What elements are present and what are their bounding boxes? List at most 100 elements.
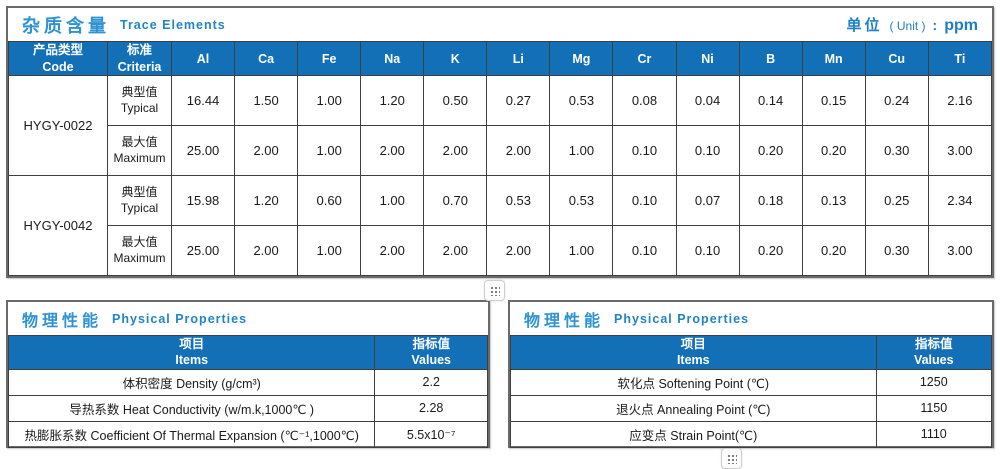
trace-value-cell: 1.00 (360, 175, 425, 226)
trace-value-cell: 0.24 (864, 75, 929, 126)
trace-value-cell: 0.07 (675, 175, 740, 226)
trace-value-cell: 2.16 (927, 75, 993, 126)
property-item: 应变点 Strain Point(℃) (510, 420, 877, 448)
col-header-values: 指标值 Values (374, 335, 488, 370)
phys-right-title-en: Physical Properties (614, 311, 750, 326)
trace-value-cell: 1.20 (234, 175, 299, 226)
property-value: 5.5x10⁻⁷ (374, 420, 488, 448)
trace-value-cell: 15.98 (170, 175, 236, 226)
col-header-code: 产品类型 Code (8, 41, 108, 76)
col-header-values-en: Values (913, 353, 954, 368)
trace-value-cell: 0.15 (801, 75, 866, 126)
property-value: 1150 (875, 394, 993, 422)
trace-header-row: 产品类型 Code 标准 Criteria Al Ca Fe Na K Li Mg Cr Ni B… (8, 41, 993, 76)
trace-value-cell: 0.20 (738, 125, 803, 176)
element-header: Ti (927, 41, 993, 76)
criteria-cell: 典型值 Typical (107, 175, 172, 226)
criteria-cell: 最大值 Maximum (107, 225, 172, 276)
trace-value-cell: 3.00 (927, 225, 993, 276)
trace-value-cell: 0.08 (612, 75, 677, 126)
element-header: Na (360, 41, 425, 76)
drag-handle-icon[interactable] (484, 280, 505, 301)
trace-value-cell: 2.00 (360, 225, 425, 276)
trace-value-cell: 25.00 (170, 225, 236, 276)
trace-value-cell: 0.04 (675, 75, 740, 126)
criteria-en: Typical (120, 100, 159, 115)
trace-value-cell: 2.00 (486, 225, 551, 276)
element-header: K (423, 41, 488, 76)
table-row: 应变点 Strain Point(℃) 1110 (510, 420, 993, 448)
element-header: Cr (612, 41, 677, 76)
trace-value-cell: 1.50 (234, 75, 299, 126)
trace-value-cell: 0.30 (864, 225, 929, 276)
trace-value-cell: 0.20 (801, 125, 866, 176)
product-code-cell: HYGY-0022 (8, 75, 108, 176)
unit-label: 单位 ( Unit ) : ppm (847, 14, 978, 35)
unit-zh: 单位 (846, 17, 883, 34)
trace-value-cell: 2.00 (360, 125, 425, 176)
trace-value-cell: 1.00 (549, 225, 614, 276)
trace-value-cell: 0.53 (549, 175, 614, 226)
phys-right-title-zh: 物理性能 (524, 312, 605, 330)
trace-value-cell: 2.00 (486, 125, 551, 176)
trace-title-zh: 杂质含量 (22, 15, 110, 36)
col-header-criteria: 标准 Criteria (107, 41, 172, 76)
trace-value-cell: 0.25 (864, 175, 929, 226)
col-header-items: 项目 Items (7, 335, 376, 370)
phys-left-header-row: 项目 Items 指标值 Values (7, 335, 488, 370)
trace-value-cell: 2.00 (234, 125, 299, 176)
trace-value-cell: 1.00 (549, 125, 614, 176)
trace-value-cell: 0.70 (423, 175, 488, 226)
drag-handle-icon[interactable] (721, 448, 742, 469)
col-header-items: 项目 Items (510, 335, 877, 370)
element-header: Li (486, 41, 551, 76)
phys-right-title-bar: 物理性能 Physical Properties (510, 302, 992, 335)
element-header: Cu (864, 41, 929, 76)
product-code-cell: HYGY-0042 (8, 175, 108, 276)
trace-title-bar: 杂质含量 Trace Elements 单位 ( Unit ) : ppm (8, 8, 992, 41)
trace-value-cell: 0.20 (738, 225, 803, 276)
criteria-en: Maximum (113, 250, 166, 265)
criteria-zh: 最大值 (121, 234, 158, 249)
unit-colon: : (932, 17, 938, 33)
element-header: Al (170, 41, 236, 76)
criteria-zh: 最大值 (121, 134, 158, 149)
trace-elements-section: 杂质含量 Trace Elements 单位 ( Unit ) : ppm 产品… (6, 6, 994, 278)
table-row: 体积密度 Density (g/cm³) 2.2 (7, 368, 488, 396)
trace-elements-table: 产品类型 Code 标准 Criteria Al Ca Fe Na K Li Mg Cr Ni B… (8, 41, 993, 276)
table-row: 退火点 Annealing Point (℃) 1150 (510, 394, 993, 422)
trace-value-cell: 0.10 (675, 125, 740, 176)
element-header: Fe (297, 41, 362, 76)
property-value: 2.2 (374, 368, 488, 396)
trace-value-cell: 1.00 (297, 75, 362, 126)
table-row: HYGY-0042 典型值 Typical 15.98 1.20 0.60 1.00 0… (8, 175, 993, 276)
element-header: B (738, 41, 803, 76)
physical-properties-right-table: 项目 Items 指标值 Values 软化点 Softening Point … (510, 335, 993, 448)
table-row: 热膨胀系数 Coefficient Of Thermal Expansion (… (7, 420, 488, 448)
col-header-values-en: Values (411, 353, 452, 368)
col-header-values-zh: 指标值 (915, 337, 953, 351)
phys-left-title-zh: 物理性能 (22, 312, 103, 330)
property-item: 导热系数 Heat Conductivity (w/m.k,1000℃ ) (7, 394, 376, 422)
col-header-items-zh: 项目 (680, 337, 706, 351)
grip-dots-icon (489, 285, 500, 296)
col-header-values-zh: 指标值 (412, 337, 450, 351)
trace-value-cell: 2.00 (423, 225, 488, 276)
trace-title-en: Trace Elements (120, 17, 226, 32)
table-row: 软化点 Softening Point (℃) 1250 (510, 368, 993, 396)
property-value: 1110 (875, 420, 993, 448)
criteria-cell: 典型值 Typical (107, 75, 172, 126)
trace-value-cell: 0.18 (738, 175, 803, 226)
trace-value-cell: 2.34 (927, 175, 993, 226)
unit-en: ( Unit ) (889, 19, 926, 33)
phys-left-title-bar: 物理性能 Physical Properties (8, 302, 488, 335)
physical-properties-right-section: 物理性能 Physical Properties 项目 Items 指标值 Va… (508, 300, 994, 448)
col-header-items-en: Items (676, 353, 710, 368)
trace-value-cell: 1.00 (297, 125, 362, 176)
phys-right-header-row: 项目 Items 指标值 Values (510, 335, 993, 370)
table-row: 导热系数 Heat Conductivity (w/m.k,1000℃ ) 2.… (7, 394, 488, 422)
trace-value-cell: 0.10 (612, 175, 677, 226)
criteria-cell: 最大值 Maximum (107, 125, 172, 176)
table-row: 最大值 Maximum 25.00 2.00 1.00 2.00 2.00 2.00 1.0… (9, 125, 993, 176)
col-header-code-zh: 产品类型 (32, 43, 83, 58)
